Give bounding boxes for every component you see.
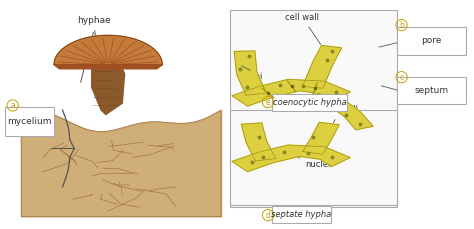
Polygon shape <box>91 58 125 114</box>
Text: cell wall: cell wall <box>285 13 320 44</box>
FancyBboxPatch shape <box>230 11 397 207</box>
FancyBboxPatch shape <box>5 106 54 136</box>
Polygon shape <box>241 123 276 161</box>
Text: septum: septum <box>414 86 448 95</box>
Text: hyphae: hyphae <box>77 16 111 46</box>
FancyBboxPatch shape <box>397 27 465 55</box>
Polygon shape <box>302 45 342 88</box>
Polygon shape <box>54 65 162 69</box>
Polygon shape <box>324 96 373 130</box>
Text: nuclei: nuclei <box>287 154 331 169</box>
Text: cell wall: cell wall <box>324 106 358 123</box>
FancyBboxPatch shape <box>230 110 397 205</box>
Polygon shape <box>234 51 266 95</box>
Text: d: d <box>265 211 271 220</box>
Text: pore: pore <box>421 36 441 46</box>
Text: mycelium: mycelium <box>8 117 52 126</box>
Text: nuclei: nuclei <box>237 58 263 81</box>
FancyBboxPatch shape <box>272 206 330 223</box>
Text: e: e <box>266 98 270 106</box>
Text: septate hypha: septate hypha <box>271 210 331 219</box>
FancyBboxPatch shape <box>397 77 465 104</box>
Text: b: b <box>399 21 404 30</box>
Polygon shape <box>232 79 350 106</box>
FancyBboxPatch shape <box>272 94 347 111</box>
Polygon shape <box>232 145 350 172</box>
Polygon shape <box>54 35 162 65</box>
Text: coenocytic hypha: coenocytic hypha <box>273 98 346 106</box>
Text: c: c <box>400 73 404 82</box>
Polygon shape <box>303 122 339 154</box>
Text: a: a <box>10 101 15 110</box>
